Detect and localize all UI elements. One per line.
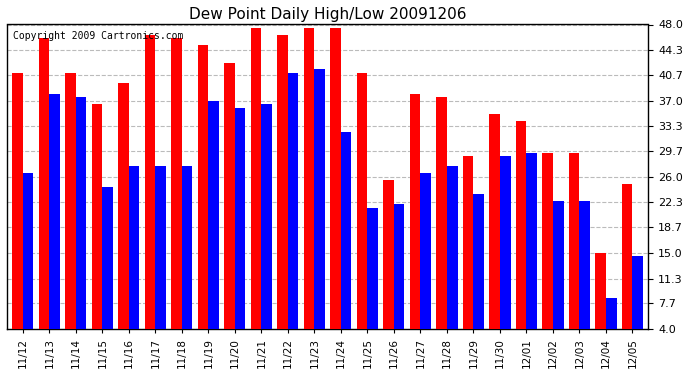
- Bar: [182, 166, 193, 329]
- Bar: [526, 153, 537, 329]
- Bar: [633, 256, 643, 329]
- Bar: [145, 35, 155, 329]
- Bar: [171, 38, 182, 329]
- Bar: [367, 208, 378, 329]
- Title: Dew Point Daily High/Low 20091206: Dew Point Daily High/Low 20091206: [189, 7, 466, 22]
- Bar: [304, 28, 315, 329]
- Bar: [23, 173, 33, 329]
- Bar: [542, 153, 553, 329]
- Bar: [155, 166, 166, 329]
- Bar: [606, 298, 617, 329]
- Bar: [410, 94, 420, 329]
- Bar: [250, 28, 262, 329]
- Bar: [198, 45, 208, 329]
- Bar: [463, 156, 473, 329]
- Bar: [420, 173, 431, 329]
- Bar: [50, 94, 60, 329]
- Text: Copyright 2009 Cartronics.com: Copyright 2009 Cartronics.com: [13, 31, 184, 40]
- Bar: [262, 104, 272, 329]
- Bar: [500, 156, 511, 329]
- Bar: [357, 73, 367, 329]
- Bar: [129, 166, 139, 329]
- Bar: [394, 204, 404, 329]
- Bar: [208, 100, 219, 329]
- Bar: [118, 83, 129, 329]
- Bar: [12, 73, 23, 329]
- Bar: [288, 73, 299, 329]
- Bar: [277, 35, 288, 329]
- Bar: [315, 69, 325, 329]
- Bar: [341, 132, 351, 329]
- Bar: [102, 187, 113, 329]
- Bar: [92, 104, 102, 329]
- Bar: [39, 38, 50, 329]
- Bar: [235, 108, 246, 329]
- Bar: [331, 28, 341, 329]
- Bar: [595, 253, 606, 329]
- Bar: [553, 201, 564, 329]
- Bar: [622, 184, 633, 329]
- Bar: [473, 194, 484, 329]
- Bar: [66, 73, 76, 329]
- Bar: [580, 201, 590, 329]
- Bar: [569, 153, 580, 329]
- Bar: [384, 180, 394, 329]
- Bar: [447, 166, 457, 329]
- Bar: [224, 63, 235, 329]
- Bar: [516, 122, 526, 329]
- Bar: [76, 97, 86, 329]
- Bar: [436, 97, 447, 329]
- Bar: [489, 114, 500, 329]
